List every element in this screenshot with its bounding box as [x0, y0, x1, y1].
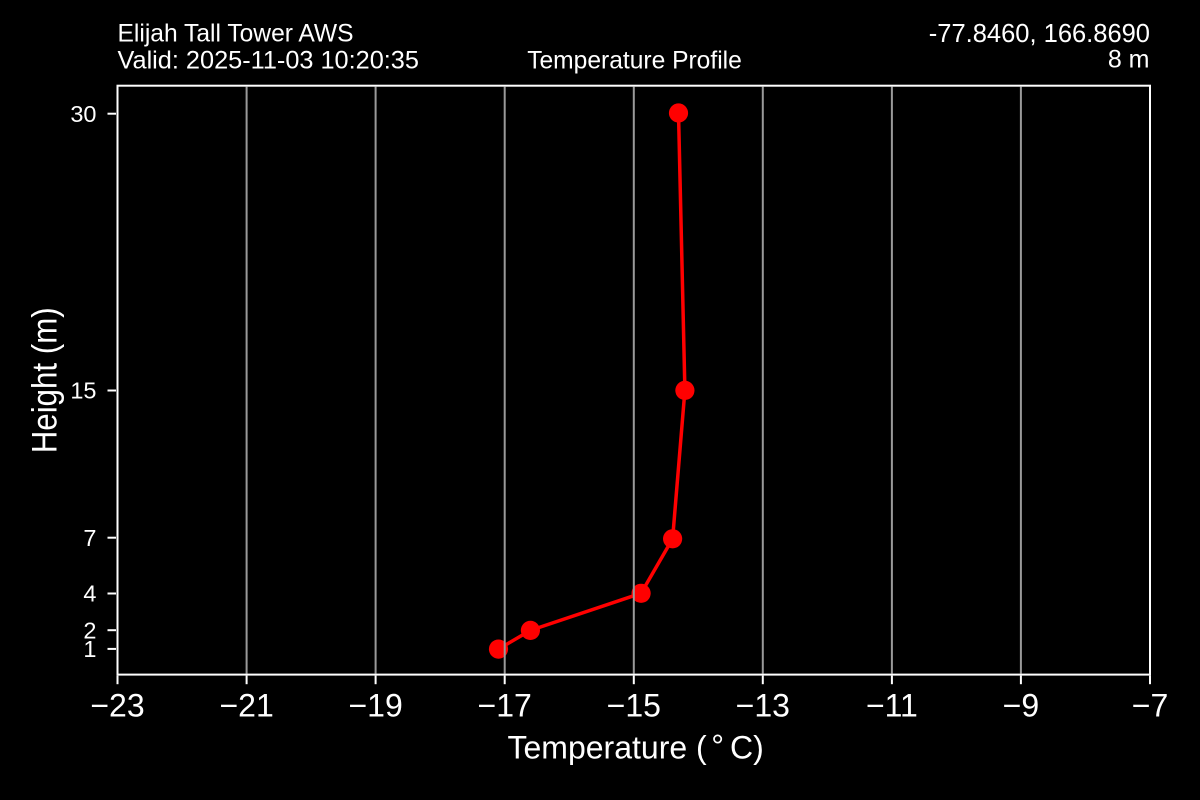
svg-text:30: 30 [70, 101, 96, 127]
svg-text:−11: −11 [866, 688, 918, 724]
svg-text:−23: −23 [90, 688, 144, 724]
svg-text:Temperature Profile: Temperature Profile [527, 47, 742, 74]
svg-text:−15: −15 [607, 688, 661, 724]
svg-text:Elijah Tall Tower AWS: Elijah Tall Tower AWS [118, 21, 354, 48]
svg-text:8 m: 8 m [1108, 46, 1150, 74]
svg-text:−9: −9 [1003, 688, 1039, 724]
svg-text:Height (m): Height (m) [25, 307, 64, 453]
svg-text:4: 4 [83, 581, 96, 607]
svg-text:−19: −19 [348, 688, 402, 724]
svg-text:Valid: 2025-11-03 10:20:35: Valid: 2025-11-03 10:20:35 [118, 46, 419, 74]
svg-text:15: 15 [70, 378, 96, 404]
svg-text:−7: −7 [1132, 688, 1168, 724]
svg-text:7: 7 [83, 525, 96, 551]
svg-text:−17: −17 [478, 688, 532, 724]
svg-text:2: 2 [83, 617, 96, 643]
svg-text:-77.8460, 166.8690: -77.8460, 166.8690 [929, 20, 1150, 48]
svg-text:−21: −21 [219, 688, 273, 724]
svg-text:Temperature (°C): Temperature (° C) [508, 728, 764, 766]
svg-text:−13: −13 [736, 688, 790, 724]
svg-text:1: 1 [83, 636, 96, 662]
